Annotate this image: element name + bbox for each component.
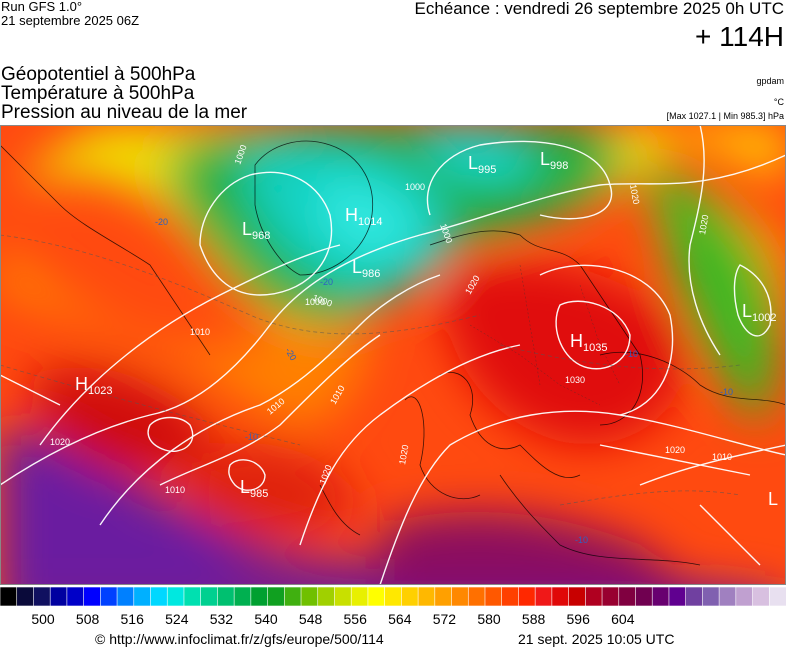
colorbar-swatch — [66, 586, 85, 607]
colorbar-swatch — [601, 586, 620, 607]
colorbar-swatch — [16, 586, 35, 607]
isobar-label: 1020 — [50, 437, 70, 447]
colorbar-swatch — [317, 586, 336, 607]
colorbar-tick-label: 564 — [388, 611, 412, 627]
isobar-label: 1010 — [190, 327, 210, 337]
colorbar-tick-label: 548 — [298, 611, 323, 627]
colorbar-swatch — [685, 586, 704, 607]
colorbar-tick-label: 532 — [209, 611, 234, 627]
colorbar-swatch — [0, 586, 18, 607]
colorbar-swatch — [702, 586, 721, 607]
colorbar-swatch — [150, 586, 169, 607]
colorbar-swatch — [367, 586, 386, 607]
temperature-label: -10 — [245, 432, 258, 442]
layer-temperature: Température à 500hPa — [1, 83, 195, 104]
colorbar-tick-label: 596 — [566, 611, 590, 627]
colorbar-tick-label: 524 — [165, 611, 189, 627]
colorbar-swatch — [735, 586, 754, 607]
temperature-label: -10 — [575, 535, 588, 545]
colorbar-swatch — [635, 586, 654, 607]
colorbar-swatch — [49, 586, 68, 607]
colorbar-swatch — [350, 586, 369, 607]
colorbar-swatch — [133, 586, 152, 607]
unit-celsius: °C — [773, 97, 784, 107]
layer-geopotential: Géopotentiel à 500hPa — [1, 64, 196, 85]
colorbar-tick-label: 588 — [521, 611, 546, 627]
colorbar — [0, 586, 786, 607]
colorbar-tick-label: 580 — [477, 611, 501, 627]
generated-date: 21 sept. 2025 10:05 UTC — [518, 631, 675, 647]
colorbar-tick-label: 508 — [75, 611, 100, 627]
colorbar-swatch — [250, 586, 269, 607]
isobar-label: 1000 — [305, 297, 325, 307]
colorbar-tick-label: 500 — [31, 611, 55, 627]
colorbar-swatch — [401, 586, 419, 607]
colorbar-swatch — [434, 586, 453, 607]
isobar-label: 1000 — [405, 182, 425, 192]
run-label: Run GFS 1.0° — [1, 0, 83, 14]
colorbar-swatch — [217, 586, 236, 607]
layer-pressure: Pression au niveau de la mer — [1, 102, 248, 123]
colorbar-swatch — [668, 586, 687, 607]
source-url[interactable]: © http://www.infoclimat.fr/z/gfs/europe/… — [95, 631, 384, 647]
colorbar-swatch — [551, 586, 570, 607]
colorbar-swatch — [100, 586, 118, 607]
isobar-label: 1030 — [565, 375, 585, 385]
isobar-label: 1010 — [165, 485, 185, 495]
colorbar-swatch — [752, 586, 771, 607]
lead-time: + 114H — [695, 21, 784, 52]
colorbar-swatch — [233, 586, 252, 607]
colorbar-swatch — [334, 586, 353, 607]
isobar-label: 1020 — [397, 444, 410, 465]
echeance-label: Echéance : vendredi 26 septembre 2025 0h… — [414, 0, 784, 18]
colorbar-swatch — [283, 586, 302, 607]
colorbar-swatch — [585, 586, 603, 607]
pressure-range: [Max 1027.1 | Min 985.3] hPa — [666, 111, 784, 121]
colorbar-swatch — [651, 586, 670, 607]
colorbar-swatch — [267, 586, 286, 607]
isobar-label: 1020 — [665, 445, 685, 455]
colorbar-swatch — [116, 586, 135, 607]
colorbar-swatch — [467, 586, 486, 607]
temperature-label: -20 — [155, 217, 168, 227]
colorbar-swatch — [83, 586, 102, 607]
colorbar-swatch — [501, 586, 520, 607]
colorbar-swatch — [534, 586, 553, 607]
colorbar-swatch — [384, 586, 403, 607]
colorbar-swatch — [166, 586, 185, 607]
colorbar-swatch — [33, 586, 52, 607]
colorbar-swatch — [200, 586, 219, 607]
isobar-label: 1020 — [697, 214, 710, 235]
temperature-label: -20 — [320, 277, 333, 287]
colorbar-swatch — [417, 586, 436, 607]
colorbar-tick-label: 604 — [611, 611, 635, 627]
colorbar-tick-label: 572 — [432, 611, 457, 627]
temperature-label: -10 — [625, 349, 638, 359]
colorbar-swatch — [568, 586, 587, 607]
colorbar-swatch — [300, 586, 319, 607]
temperature-label: -10 — [720, 387, 733, 397]
run-date: 21 septembre 2025 06Z — [1, 13, 140, 28]
colorbar-tick-label: 556 — [343, 611, 367, 627]
isobar-label: 1020 — [628, 184, 641, 205]
unit-gpdam: gpdam — [756, 76, 784, 86]
isobar-label: 1010 — [712, 452, 732, 462]
colorbar-swatch — [451, 586, 470, 607]
colorbar-swatch — [484, 586, 503, 607]
colorbar-tick-label: 540 — [254, 611, 278, 627]
colorbar-swatch — [183, 586, 202, 607]
colorbar-tick-label: 516 — [120, 611, 144, 627]
low-center-7: L — [768, 489, 778, 509]
colorbar-swatch — [618, 586, 637, 607]
colorbar-swatch — [718, 586, 737, 607]
colorbar-swatch — [768, 586, 786, 607]
weather-map[interactable]: H1023 H1035 H1014 L968 L986 L998 L995 L9… — [0, 125, 786, 585]
colorbar-swatch — [518, 586, 537, 607]
